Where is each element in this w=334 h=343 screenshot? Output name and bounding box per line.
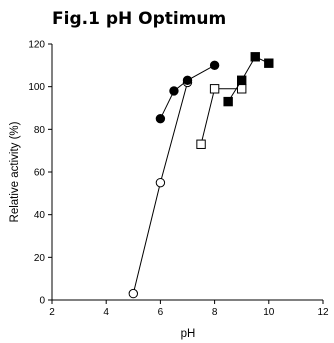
series-open-square [196, 84, 247, 149]
x-tick-label: 10 [263, 307, 275, 318]
y-tick-label: 120 [28, 40, 45, 51]
data-point [209, 84, 220, 94]
x-tick-label: 12 [317, 307, 329, 318]
x-tick-label: 4 [103, 307, 109, 318]
data-point [169, 86, 179, 96]
y-tick-label: 0 [39, 296, 45, 307]
series-line [200, 88, 242, 145]
y-tick-label: 60 [34, 168, 46, 179]
x-tick-label: 6 [158, 307, 164, 318]
chart-title: Fig.1 pH Optimum [52, 9, 227, 29]
series-filled-circle [155, 60, 220, 124]
data-series-layer [128, 52, 274, 299]
series-line [227, 56, 270, 102]
x-axis-label: pH [181, 328, 196, 340]
series-open-circle [128, 77, 193, 299]
data-point [155, 177, 166, 188]
y-tick-label: 40 [34, 210, 46, 221]
data-point [196, 139, 206, 149]
data-point [264, 58, 274, 68]
data-point [155, 113, 166, 124]
data-point [237, 84, 247, 94]
y-axis-label: Relative activity (%) [9, 121, 21, 222]
y-tick-label: 100 [28, 82, 45, 93]
y-tick-label: 20 [34, 253, 46, 264]
data-point [250, 52, 260, 62]
y-tick-label: 80 [34, 125, 46, 136]
x-tick-label: 2 [49, 307, 55, 318]
series-line [159, 64, 215, 119]
series-filled-square [223, 52, 274, 107]
data-point [182, 75, 193, 85]
data-point [223, 96, 233, 107]
data-point [237, 75, 247, 85]
data-point [128, 288, 139, 299]
y-axis-ticks: 0 20 40 60 80 100 120 [28, 40, 52, 307]
x-axis-ticks: 2 4 6 8 10 12 [49, 300, 329, 318]
data-point [209, 60, 220, 71]
x-tick-label: 8 [212, 307, 218, 318]
